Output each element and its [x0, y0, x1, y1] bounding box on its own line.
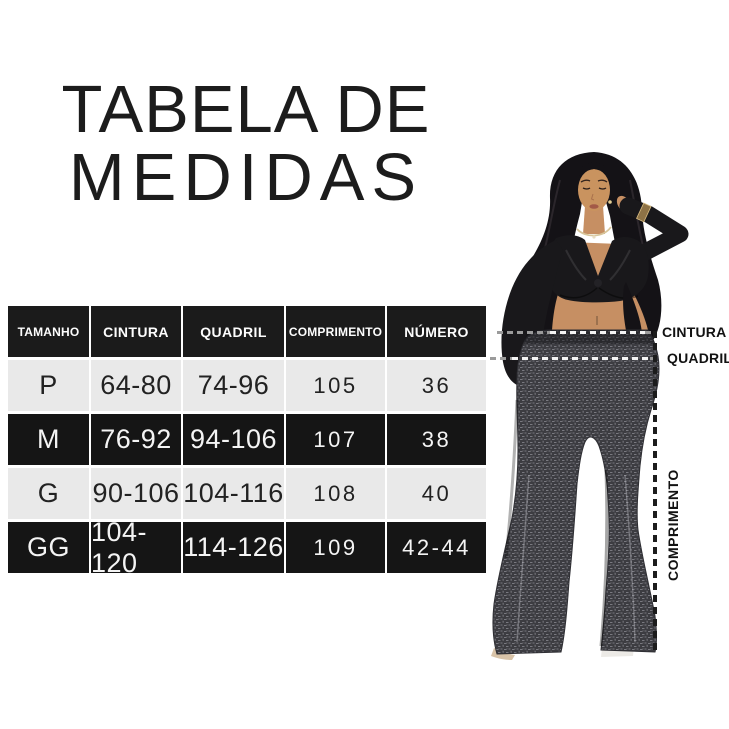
hip-measure-line — [512, 357, 650, 360]
page-title-line2: MEDIDAS — [68, 140, 424, 215]
hip-measure-line — [490, 357, 512, 360]
size-table: TAMANHO CINTURA QUADRIL COMPRIMENTO NÚME… — [8, 306, 486, 578]
table-cell: 114-126 — [183, 522, 286, 573]
table-cell: 104-116 — [183, 468, 286, 519]
waist-measure-line — [497, 331, 550, 334]
table-cell: GG — [8, 522, 91, 573]
table-cell: 64-80 — [91, 360, 183, 411]
hip-label: QUADRIL — [667, 350, 729, 366]
table-cell: 42-44 — [387, 522, 486, 573]
length-label: COMPRIMENTO — [665, 469, 681, 581]
table-cell: 108 — [286, 468, 387, 519]
page-title: TABELA DE MEDIDAS — [0, 76, 492, 212]
table-cell: 40 — [387, 468, 486, 519]
header-cell-comprimento: COMPRIMENTO — [286, 306, 387, 357]
header-cell-numero: NÚMERO — [387, 306, 486, 357]
model-flared-pants — [492, 329, 660, 655]
waist-measure-line — [550, 331, 645, 334]
table-cell: 90-106 — [91, 468, 183, 519]
table-cell: M — [8, 414, 91, 465]
table-cell: 109 — [286, 522, 387, 573]
table-cell: 105 — [286, 360, 387, 411]
earring-icon — [608, 200, 612, 204]
table-cell: 107 — [286, 414, 387, 465]
table-cell: 76-92 — [91, 414, 183, 465]
table-cell: 94-106 — [183, 414, 286, 465]
header-cell-quadril: QUADRIL — [183, 306, 286, 357]
table-cell: P — [8, 360, 91, 411]
waist-label: CINTURA — [662, 324, 727, 340]
table-cell: 38 — [387, 414, 486, 465]
model-crop-top — [501, 235, 649, 387]
header-cell-tamanho: TAMANHO — [8, 306, 91, 357]
waist-measure-line — [645, 331, 657, 334]
table-cell: 74-96 — [183, 360, 286, 411]
page-title-line1: TABELA DE — [61, 72, 431, 147]
header-cell-cintura: CINTURA — [91, 306, 183, 357]
length-measure-line — [653, 331, 657, 651]
table-cell: 36 — [387, 360, 486, 411]
necklace-icon — [576, 226, 612, 239]
table-cell: 104-120 — [91, 517, 183, 578]
model-raised-arm — [616, 195, 689, 267]
bracelet-cuff-icon — [636, 202, 652, 223]
model-face — [571, 162, 617, 234]
table-cell: G — [8, 468, 91, 519]
